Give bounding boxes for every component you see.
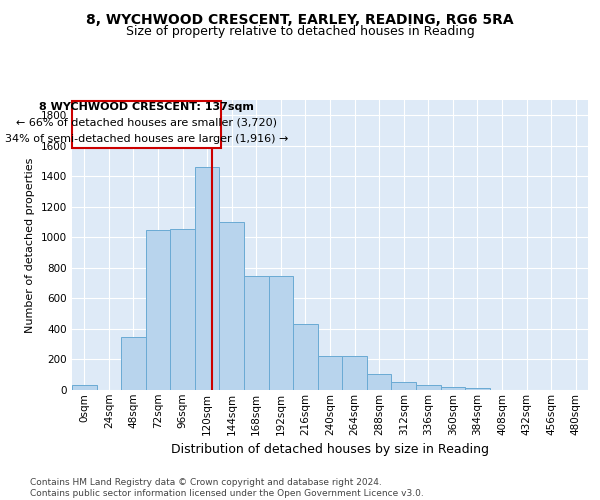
Bar — [269, 276, 293, 390]
Bar — [195, 167, 220, 390]
Text: 34% of semi-detached houses are larger (1,916) →: 34% of semi-detached houses are larger (… — [5, 134, 288, 143]
Text: 8 WYCHWOOD CRESCENT: 137sqm: 8 WYCHWOOD CRESCENT: 137sqm — [39, 102, 254, 112]
Bar — [244, 276, 269, 390]
Text: Size of property relative to detached houses in Reading: Size of property relative to detached ho… — [125, 25, 475, 38]
Bar — [293, 324, 318, 390]
Bar — [318, 356, 342, 390]
Bar — [391, 382, 416, 390]
Text: ← 66% of detached houses are smaller (3,720): ← 66% of detached houses are smaller (3,… — [16, 118, 277, 128]
Text: Contains HM Land Registry data © Crown copyright and database right 2024.
Contai: Contains HM Land Registry data © Crown c… — [30, 478, 424, 498]
Bar — [170, 229, 195, 390]
Bar — [440, 387, 465, 390]
Y-axis label: Number of detached properties: Number of detached properties — [25, 158, 35, 332]
Bar — [220, 222, 244, 390]
Bar — [146, 230, 170, 390]
Bar — [73, 101, 221, 148]
X-axis label: Distribution of detached houses by size in Reading: Distribution of detached houses by size … — [171, 443, 489, 456]
Bar — [72, 386, 97, 390]
Text: 8, WYCHWOOD CRESCENT, EARLEY, READING, RG6 5RA: 8, WYCHWOOD CRESCENT, EARLEY, READING, R… — [86, 12, 514, 26]
Bar — [465, 388, 490, 390]
Bar — [367, 374, 391, 390]
Bar — [121, 336, 146, 390]
Bar — [416, 384, 440, 390]
Bar — [342, 356, 367, 390]
